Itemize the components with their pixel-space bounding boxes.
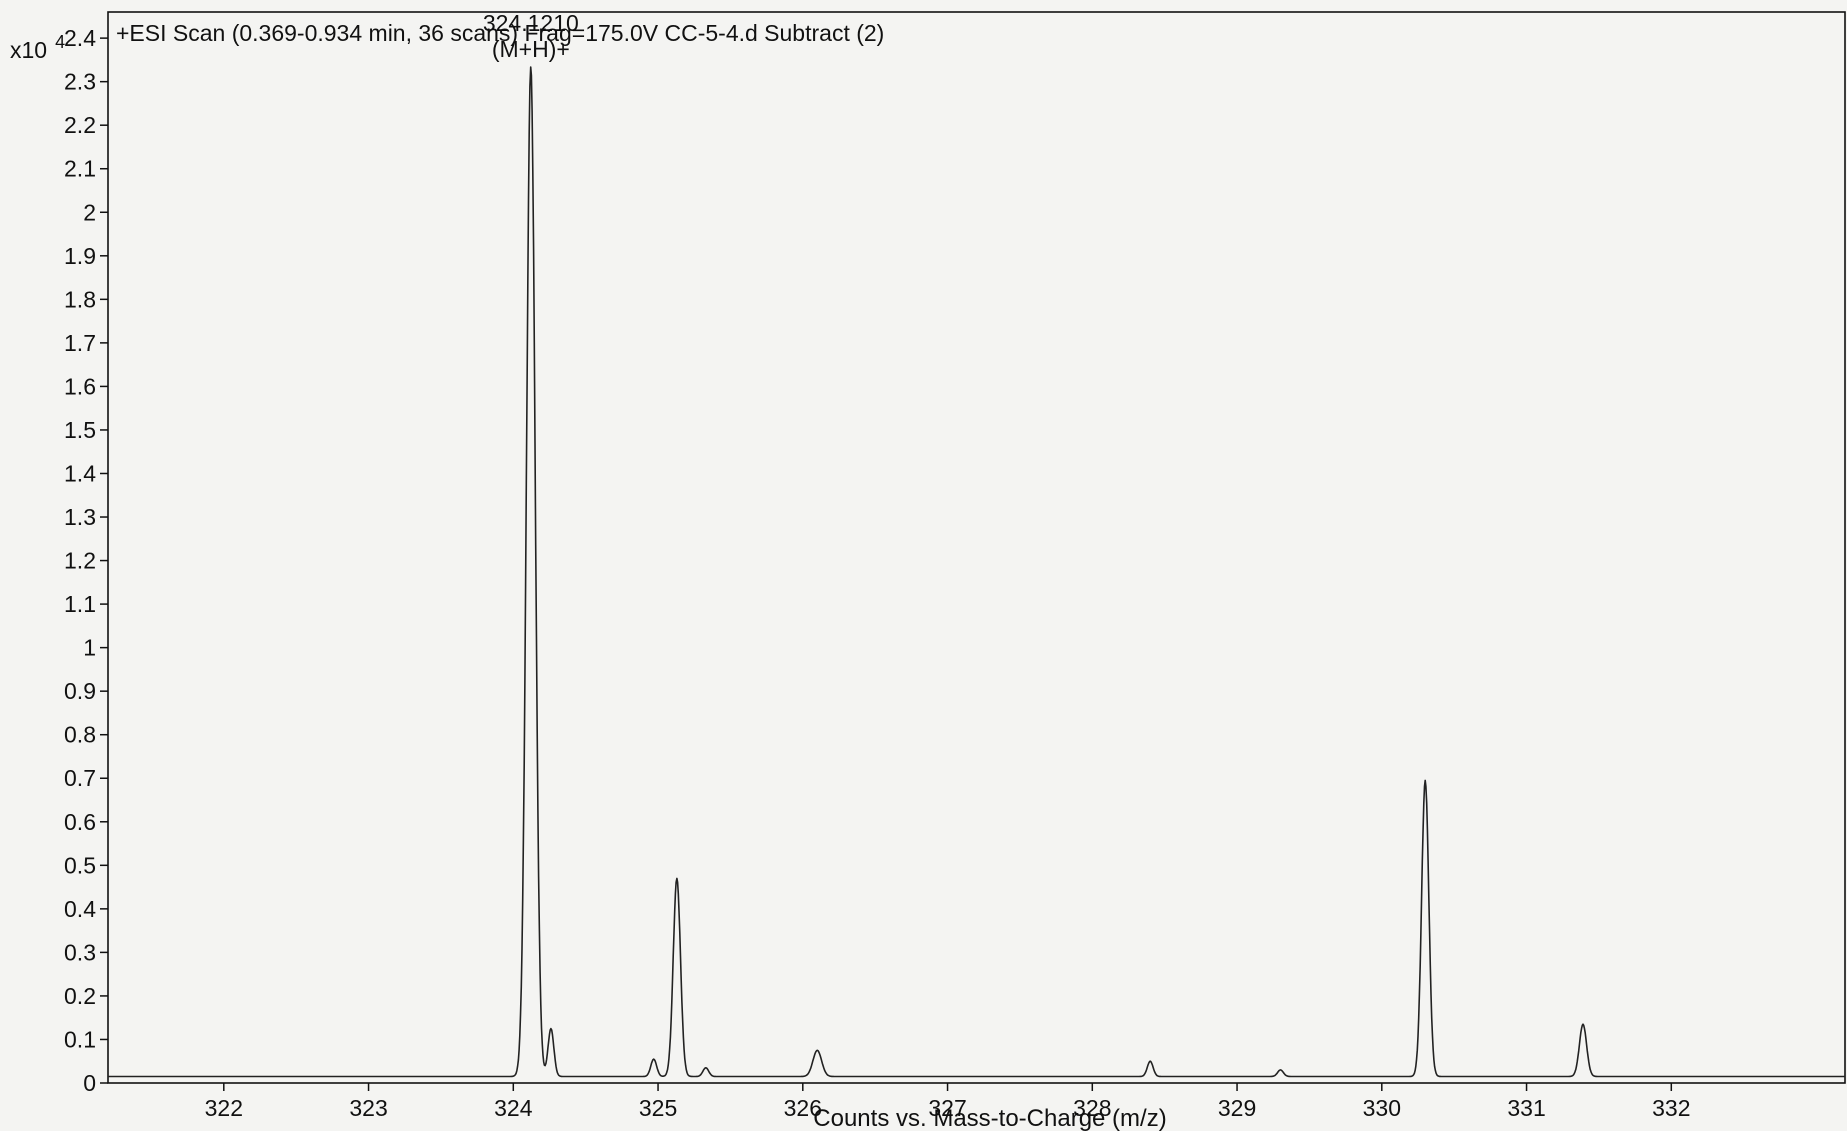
x-axis: 322 323 324 325 326 327 328 329 330 331 332 (205, 1083, 1690, 1121)
y-tick-label: 0.3 (64, 939, 96, 965)
y-axis: 0 0.1 0.2 0.3 0.4 0.5 0.6 0.7 0.8 0.9 1 1.1 1.2 1.3 1.… (64, 25, 108, 1096)
y-tick-label: 0.5 (64, 852, 96, 878)
y-tick-label: 2 (83, 199, 96, 225)
x-tick-label: 324 (494, 1095, 533, 1121)
y-tick-label: 0 (83, 1070, 96, 1096)
y-tick-label: 1.4 (64, 460, 96, 486)
y-tick-label: 0.4 (64, 896, 96, 922)
x-tick-label: 332 (1652, 1095, 1690, 1121)
y-tick-label: 1.7 (64, 330, 96, 356)
x-tick-label: 331 (1507, 1095, 1545, 1121)
y-tick-label: 1.9 (64, 243, 96, 269)
y-tick-label: 2.2 (64, 112, 96, 138)
y-tick-label: 0.1 (64, 1026, 96, 1052)
y-multiplier-label: x10 4 (10, 32, 65, 63)
y-tick-label: 0.7 (64, 765, 96, 791)
x-tick-label: 326 (784, 1095, 822, 1121)
y-tick-label: 0.8 (64, 722, 96, 748)
y-tick-label: 1.3 (64, 504, 96, 530)
y-tick-label: 1 (83, 635, 96, 661)
y-tick-label: 1.6 (64, 373, 96, 399)
peak-annotations: 324.1210(M+H)+ (483, 10, 579, 62)
y-tick-label: 1.8 (64, 286, 96, 312)
x-tick-label: 329 (1218, 1095, 1256, 1121)
peak-label: (M+H)+ (492, 36, 570, 62)
y-tick-label: 0.2 (64, 983, 96, 1009)
y-tick-label: 1.1 (64, 591, 96, 617)
chart-title: +ESI Scan (0.369-0.934 min, 36 scans) Fr… (116, 20, 884, 46)
x-tick-label: 323 (349, 1095, 387, 1121)
y-tick-label: 1.5 (64, 417, 96, 443)
y-tick-label: 1.2 (64, 548, 96, 574)
plot-frame (107, 11, 1846, 1084)
y-tick-label: 0.6 (64, 809, 96, 835)
peak-label: 324.1210 (483, 10, 579, 36)
y-multiplier-base: x10 (10, 37, 47, 63)
y-tick-label: 2.1 (64, 156, 96, 182)
plot-border (107, 11, 1846, 1084)
x-tick-label: 327 (928, 1095, 966, 1121)
y-multiplier-exponent: 4 (55, 32, 65, 52)
y-tick-label: 2.3 (64, 69, 96, 95)
x-tick-label: 328 (1073, 1095, 1111, 1121)
spectrum-trace (107, 66, 1846, 1078)
y-tick-label: 0.9 (64, 678, 96, 704)
x-tick-label: 322 (205, 1095, 243, 1121)
y-tick-label: 2.4 (64, 25, 96, 51)
x-axis-label: Counts vs. Mass-to-Charge (m/z) (813, 1105, 1166, 1131)
x-tick-label: 330 (1363, 1095, 1401, 1121)
x-tick-label: 325 (639, 1095, 677, 1121)
